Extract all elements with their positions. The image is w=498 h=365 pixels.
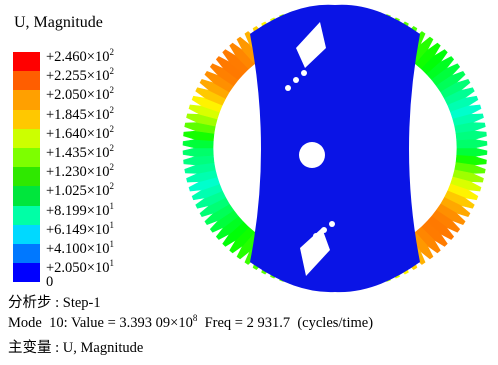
legend-label: 0 [46, 273, 114, 292]
legend-label: +2.255×102 [46, 62, 114, 81]
legend-swatch [13, 148, 40, 167]
legend-label: +1.230×102 [46, 158, 114, 177]
legend-swatch [13, 90, 40, 109]
legend-swatch [13, 263, 40, 282]
legend-label-exponent: 2 [109, 181, 114, 191]
legend-label-exponent: 2 [109, 143, 114, 153]
legend-label: +2.460×102 [46, 43, 114, 62]
step-line: 分析步 : Step-1 [8, 291, 101, 312]
legend-label: +6.149×101 [46, 216, 114, 235]
legend-swatch [13, 225, 40, 244]
legend-label-exponent: 2 [109, 47, 114, 57]
legend-label-text: +2.050×10 [46, 260, 109, 276]
legend-swatch [13, 167, 40, 186]
legend-label-exponent: 1 [109, 220, 114, 230]
gear-segment [457, 140, 487, 149]
legend-label: +1.025×102 [46, 177, 114, 196]
mode-line: Mode 10: Value = 3.393 09×108 Freq = 2 9… [8, 313, 373, 332]
legend-label: +1.845×102 [46, 101, 114, 120]
gear-segment [457, 148, 487, 157]
legend-swatch [13, 110, 40, 129]
legend-label-exponent: 1 [109, 239, 114, 249]
legend-label: +1.435×102 [46, 139, 114, 158]
mode-freq: Freq = 2 931.7 (cycles/time) [197, 315, 373, 331]
hole [299, 142, 325, 168]
legend-label-exponent: 2 [109, 124, 114, 134]
legend-label-exponent: 2 [109, 66, 114, 76]
mode-text: Mode 10: Value = 3.393 09×10 [8, 315, 193, 331]
legend-swatch [13, 71, 40, 90]
legend-label-exponent: 2 [109, 105, 114, 115]
legend-label-exponent: 1 [109, 258, 114, 268]
legend-swatch [13, 129, 40, 148]
body [250, 5, 420, 292]
legend-labels: +2.460×102+2.255×102+2.050×102+1.845×102… [46, 43, 114, 292]
screenshot: U, Magnitude +2.460×102+2.255×102+2.050×… [0, 0, 498, 365]
gear-segment [183, 148, 213, 157]
legend-label-exponent: 1 [109, 201, 114, 211]
legend-label-exponent: 2 [109, 162, 114, 172]
legend-label: +4.100×101 [46, 235, 114, 254]
legend-label: +2.050×102 [46, 81, 114, 100]
legend-label: +2.050×101 [46, 254, 114, 273]
legend-swatch [13, 52, 40, 71]
legend-swatch [13, 186, 40, 205]
legend-swatches [13, 52, 40, 282]
legend-label-exponent: 2 [109, 85, 114, 95]
legend-label-text: 0 [46, 274, 53, 290]
legend-swatch [13, 244, 40, 263]
gear-segment [183, 140, 213, 149]
legend-swatch [13, 206, 40, 225]
legend-title: U, Magnitude [14, 14, 103, 32]
legend-label: +1.640×102 [46, 120, 114, 139]
legend-label: +8.199×101 [46, 197, 114, 216]
variable-line: 主变量 : U, Magnitude [8, 336, 143, 357]
